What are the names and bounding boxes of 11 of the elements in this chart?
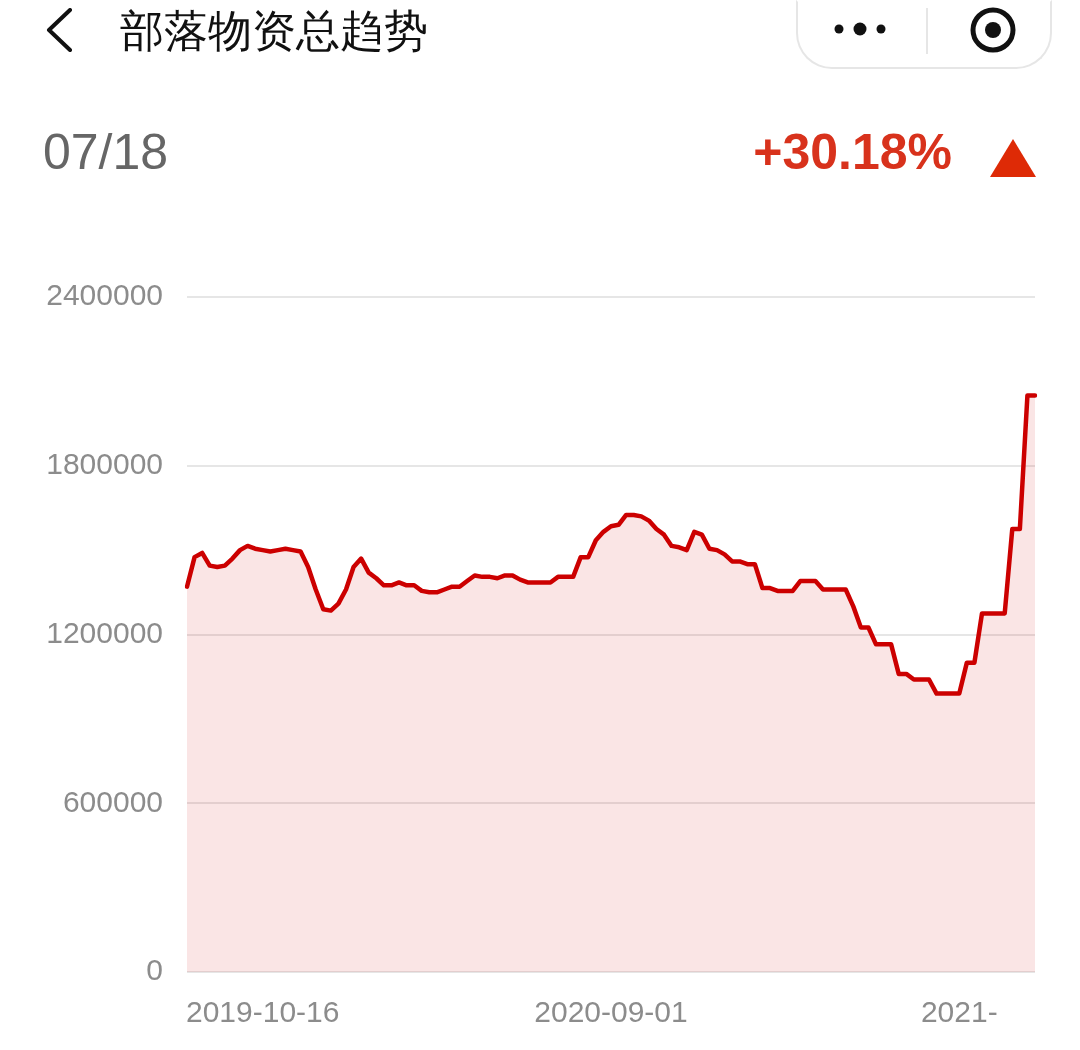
text: +30.18% [753,123,952,182]
x-tick-label: 2020-09-01 [534,995,688,1029]
y-tick-label: 1200000 [46,615,163,649]
x-tick-label: 2021- [920,995,998,1029]
chart-title: 部落物资总趋势 [120,4,428,58]
y-tick-label: 600000 [62,784,163,818]
y-tick-label: 1800000 [46,447,163,481]
x-tick-label: 2019-10-16 [185,995,340,1029]
text: 07/18 [43,123,169,182]
y-tick-label: 2400000 [46,278,163,312]
y-tick-label: 0 [146,953,163,987]
